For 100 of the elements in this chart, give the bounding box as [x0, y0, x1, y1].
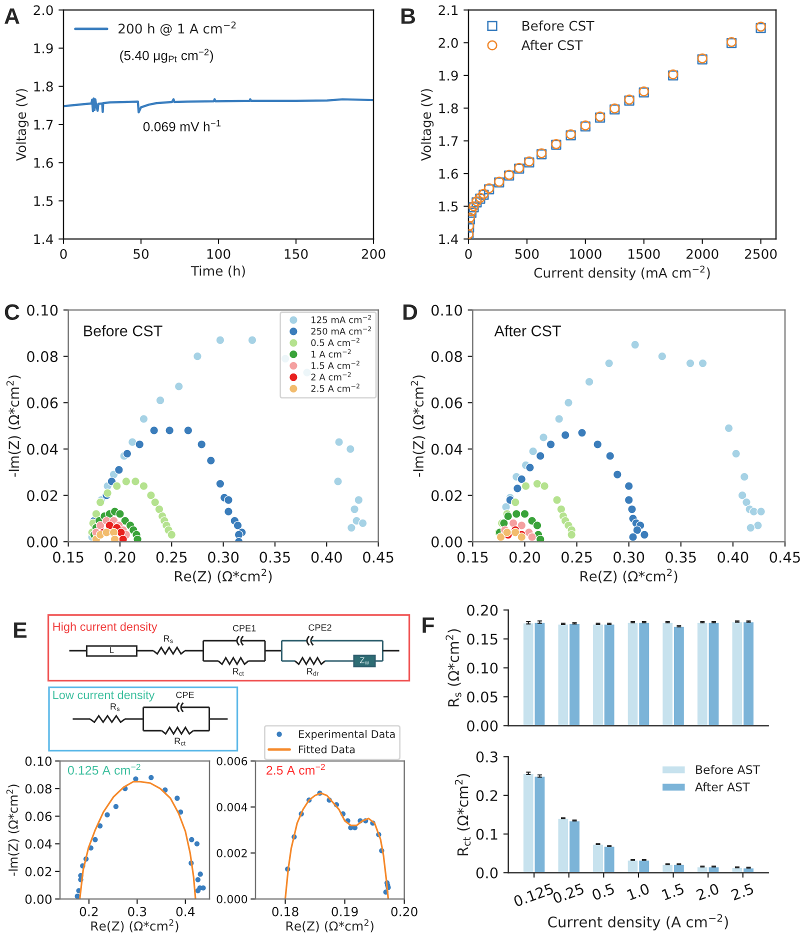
- legend-label: 250 mA cm$^{−2}$: [311, 326, 372, 335]
- y-axis-title: -Im(Z) (Ω*cm$^{2}$): [6, 375, 21, 477]
- text: R$_{s}$: [110, 703, 120, 712]
- chart-title: A: [4, 8, 20, 24]
- legend-label: 1.5 A cm$^{−2}$: [312, 360, 360, 370]
- y-tick-label: 1.5: [439, 202, 458, 212]
- y-tick-label: 0.00: [467, 720, 498, 732]
- x-tick-label: 0.5: [591, 883, 615, 901]
- y-tick-label: 1.7: [439, 136, 458, 146]
- legend-label: Experimental Data: [299, 730, 395, 740]
- y-tick-label: 1.8: [439, 103, 458, 114]
- annotation: 2.5 A cm$^{−2}$: [266, 764, 325, 775]
- x-tick-label: 0.35: [666, 552, 696, 563]
- y-tick-label: 0.006: [216, 756, 248, 766]
- legend-label: Before AST: [696, 764, 760, 774]
- x-tick-label: 0.45: [770, 552, 800, 563]
- text: CPE: [176, 692, 194, 698]
- x-tick-label: 0.125: [513, 883, 554, 907]
- legend-label: 125 mA cm$^{−2}$: [312, 314, 372, 324]
- x-tick-label: 2.5: [730, 883, 754, 901]
- legend-label: 2 A cm$^{−2}$: [311, 372, 351, 380]
- y-tick-label: 0.05: [467, 691, 498, 703]
- legend-label: 200 h @ 1 A cm$^{−2}$: [118, 22, 236, 36]
- y-tick-label: 0.08: [25, 784, 52, 794]
- text: High current density: [53, 622, 158, 634]
- y-axis-title: -Im(Z) (Ω*cm$^{2}$): [410, 375, 426, 477]
- y-tick-label: 2.0: [438, 38, 458, 48]
- y-tick-label: 0.000: [216, 894, 248, 904]
- y-tick-label: 0.3: [476, 751, 498, 762]
- x-tick-label: 0.20: [391, 906, 418, 916]
- text: R$_{ct}$: [233, 668, 244, 676]
- x-tick-label: 500: [515, 248, 539, 259]
- chart-title: C: [4, 304, 20, 320]
- y-tick-label: 1.9: [34, 43, 53, 54]
- x-tick-label: 0.19: [332, 906, 358, 916]
- y-tick-label: 0.10: [25, 756, 52, 766]
- y-tick-label: 0.002: [216, 848, 247, 858]
- y-tick-label: 0.06: [431, 397, 462, 408]
- y-tick-label: 0.04: [25, 839, 52, 849]
- x-tick-label: 2.0: [696, 882, 720, 901]
- annotation: Before CST: [84, 325, 162, 336]
- x-axis-title: Re(Z) (Ω*cm$^{2}$): [580, 568, 678, 584]
- x-tick-label: 1.5: [662, 883, 684, 900]
- y-tick-label: 2.1: [438, 5, 458, 16]
- x-tick-label: 50: [134, 248, 149, 259]
- x-tick-label: 0.20: [509, 552, 540, 563]
- legend-label: Before CST: [522, 20, 594, 31]
- text: CPE1: [232, 625, 256, 632]
- legend-label: 0.5 A cm$^{−2}$: [311, 338, 360, 346]
- y-tick-label: 0.02: [25, 866, 52, 876]
- x-tick-label: 1.0: [626, 882, 650, 900]
- y-tick-label: 0.00: [431, 536, 462, 548]
- chart-title: D: [403, 304, 418, 320]
- text: Z$_{w}$: [360, 657, 370, 664]
- y-tick-label: 1.4: [439, 234, 458, 244]
- y-tick-label: 0.08: [27, 351, 58, 362]
- x-tick-label: 0.25: [156, 552, 187, 563]
- chart-title: F: [422, 617, 434, 633]
- y-tick-label: 1.7: [34, 120, 53, 130]
- legend-label: 1 A cm$^{−2}$: [312, 349, 351, 358]
- x-axis-title: Current density (mA cm$^{−2}$): [534, 266, 710, 280]
- y-axis-title: R$_{s}$ (Ω*cm$^{2}$): [446, 629, 462, 706]
- x-tick-label: 0.15: [53, 552, 84, 563]
- annotation: (5.40 μg$_{Pt}$ cm$^{−2}$): [120, 48, 214, 63]
- y-tick-label: 0.04: [431, 444, 462, 455]
- x-tick-label: 0.15: [457, 552, 488, 563]
- x-axis-title: Re(Z) (Ω*cm$^{2}$): [175, 568, 272, 584]
- x-tick-label: 0: [465, 248, 472, 259]
- x-tick-label: 2000: [686, 248, 718, 259]
- text: L: [110, 647, 114, 653]
- y-tick-label: 1.9: [439, 70, 458, 81]
- x-tick-label: 0.18: [272, 906, 298, 916]
- y-tick-label: 1.6: [34, 158, 53, 168]
- x-tick-label: 0.25: [562, 552, 592, 563]
- y-tick-label: 0.06: [25, 812, 52, 822]
- annotation: 0.125 A cm$^{−2}$: [68, 764, 140, 775]
- y-tick-label: 1.5: [34, 196, 53, 206]
- y-tick-label: 0.06: [27, 397, 58, 408]
- x-tick-label: 2500: [744, 248, 777, 259]
- y-tick-label: 0.02: [27, 490, 58, 502]
- y-tick-label: 0.004: [216, 802, 248, 812]
- y-tick-label: 0.00: [27, 536, 58, 548]
- annotation: After CST: [494, 325, 561, 336]
- y-tick-label: 0.1: [476, 828, 498, 840]
- y-tick-label: 0.0: [476, 867, 498, 878]
- y-tick-label: 1.4: [34, 234, 54, 244]
- text: R$_{ct}$: [174, 738, 186, 746]
- x-tick-label: 0.3: [128, 906, 146, 916]
- x-tick-label: 0.2: [80, 906, 98, 916]
- x-tick-label: 200: [362, 248, 386, 259]
- legend-label: 2.5 A cm$^{−2}$: [311, 384, 360, 392]
- legend-label: After AST: [695, 782, 750, 792]
- text: R$_{dr}$: [307, 668, 319, 676]
- x-axis-title: Time (h): [190, 266, 245, 278]
- y-axis-title: Voltage (V): [420, 89, 434, 161]
- y-tick-label: 0.02: [431, 490, 462, 502]
- y-tick-label: 0.20: [467, 604, 498, 616]
- x-tick-label: 0: [60, 248, 67, 259]
- x-tick-label: 0.25: [552, 883, 584, 904]
- y-axis-title: Voltage (V): [16, 89, 29, 161]
